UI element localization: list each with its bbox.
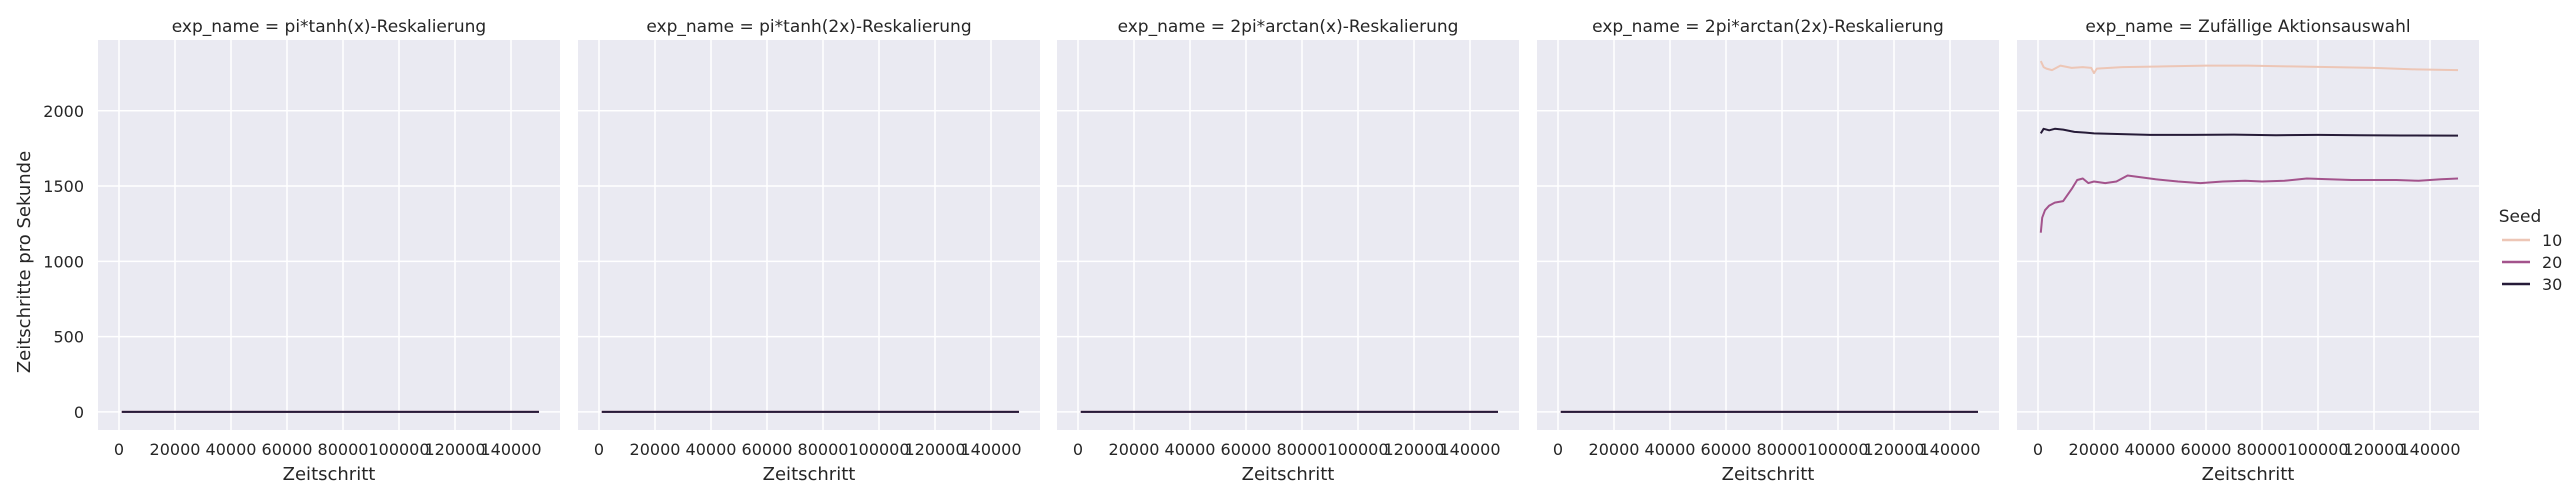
panel-2: exp_name = pi*tanh(2x)-Reskalierung 0 2000… xyxy=(578,17,1040,485)
legend-label: 30 xyxy=(2542,275,2562,294)
x-tick-label: 80000 xyxy=(318,440,369,459)
x-tick-label: 100000 xyxy=(2287,440,2348,459)
x-tick-label: 60000 xyxy=(2181,440,2232,459)
panel-3: exp_name = 2pi*arctan(x)-Reskalierung 0 20… xyxy=(1057,17,1519,485)
x-tick-label: 60000 xyxy=(1221,440,1272,459)
x-axis-label: Zeitschritt xyxy=(283,464,376,485)
panel-4: exp_name = 2pi*arctan(2x)-Reskalierung 0 2… xyxy=(1537,17,1999,485)
x-tick-label: 140000 xyxy=(1919,440,1980,459)
panel-title: exp_name = 2pi*arctan(x)-Reskalierung xyxy=(1118,17,1459,37)
x-tick-label: 40000 xyxy=(686,440,737,459)
legend-title: Seed xyxy=(2499,207,2542,227)
x-tick-label: 100000 xyxy=(368,440,429,459)
x-tick-label: 140000 xyxy=(960,440,1021,459)
panel-background xyxy=(1537,40,1999,430)
panel-5: exp_name = Zufällige Aktionsauswahl 0 2000… xyxy=(2017,17,2479,485)
series-line-seed-20 xyxy=(2039,174,2459,233)
panel-title: exp_name = Zufällige Aktionsauswahl xyxy=(2085,17,2410,37)
x-tick-label: 40000 xyxy=(206,440,257,459)
x-axis-label: Zeitschritt xyxy=(1242,464,1335,485)
x-axis-label: Zeitschritt xyxy=(2202,464,2295,485)
x-tick-label: 60000 xyxy=(1701,440,1752,459)
x-tick-label: 0 xyxy=(2033,440,2043,459)
y-tick-label: 0 xyxy=(74,403,84,422)
panel-background xyxy=(578,40,1040,430)
panel-title: exp_name = pi*tanh(2x)-Reskalierung xyxy=(646,17,971,37)
x-tick-label: 20000 xyxy=(2069,440,2120,459)
y-tick-label: 500 xyxy=(53,328,84,347)
x-tick-label: 100000 xyxy=(1327,440,1388,459)
x-tick-label: 80000 xyxy=(798,440,849,459)
x-tick-label: 0 xyxy=(1073,440,1083,459)
x-tick-label: 120000 xyxy=(1383,440,1444,459)
x-tick-label: 0 xyxy=(114,440,124,459)
x-axis-label: Zeitschritt xyxy=(1722,464,1815,485)
x-tick-label: 80000 xyxy=(1757,440,1808,459)
x-tick-label: 60000 xyxy=(262,440,313,459)
x-tick-label: 100000 xyxy=(848,440,909,459)
x-tick-label: 140000 xyxy=(480,440,541,459)
x-tick-label: 20000 xyxy=(150,440,201,459)
x-tick-label: 40000 xyxy=(2125,440,2176,459)
x-tick-label: 120000 xyxy=(424,440,485,459)
x-axis-label: Zeitschritt xyxy=(763,464,856,485)
x-tick-label: 140000 xyxy=(2399,440,2460,459)
x-tick-label: 0 xyxy=(594,440,604,459)
x-tick-label: 100000 xyxy=(1807,440,1868,459)
panel-title: exp_name = pi*tanh(x)-Reskalierung xyxy=(172,17,486,37)
panel-background xyxy=(1057,40,1519,430)
y-tick-label: 1000 xyxy=(43,252,84,271)
y-tick-label: 2000 xyxy=(43,102,84,121)
y-tick-label: 1500 xyxy=(43,177,84,196)
y-axis-label: Zeitschritte pro Sekunde xyxy=(14,151,35,373)
x-tick-label: 20000 xyxy=(1109,440,1160,459)
panel-background xyxy=(98,40,560,430)
panel-title: exp_name = 2pi*arctan(2x)-Reskalierung xyxy=(1592,17,1944,37)
x-tick-label: 20000 xyxy=(630,440,681,459)
x-tick-label: 120000 xyxy=(904,440,965,459)
x-tick-label: 120000 xyxy=(1863,440,1924,459)
x-tick-label: 20000 xyxy=(1589,440,1640,459)
series-line-seed-30 xyxy=(2039,127,2459,137)
x-tick-label: 40000 xyxy=(1645,440,1696,459)
legend-label: 10 xyxy=(2542,231,2562,250)
series-line-seed-10 xyxy=(2039,60,2459,75)
x-tick-label: 0 xyxy=(1553,440,1563,459)
panel-background xyxy=(2017,40,2479,430)
x-tick-label: 120000 xyxy=(2343,440,2404,459)
legend-label: 20 xyxy=(2542,253,2562,272)
x-tick-label: 60000 xyxy=(742,440,793,459)
x-tick-label: 140000 xyxy=(1439,440,1500,459)
x-tick-label: 80000 xyxy=(1277,440,1328,459)
x-tick-label: 40000 xyxy=(1165,440,1216,459)
x-tick-label: 80000 xyxy=(2237,440,2288,459)
